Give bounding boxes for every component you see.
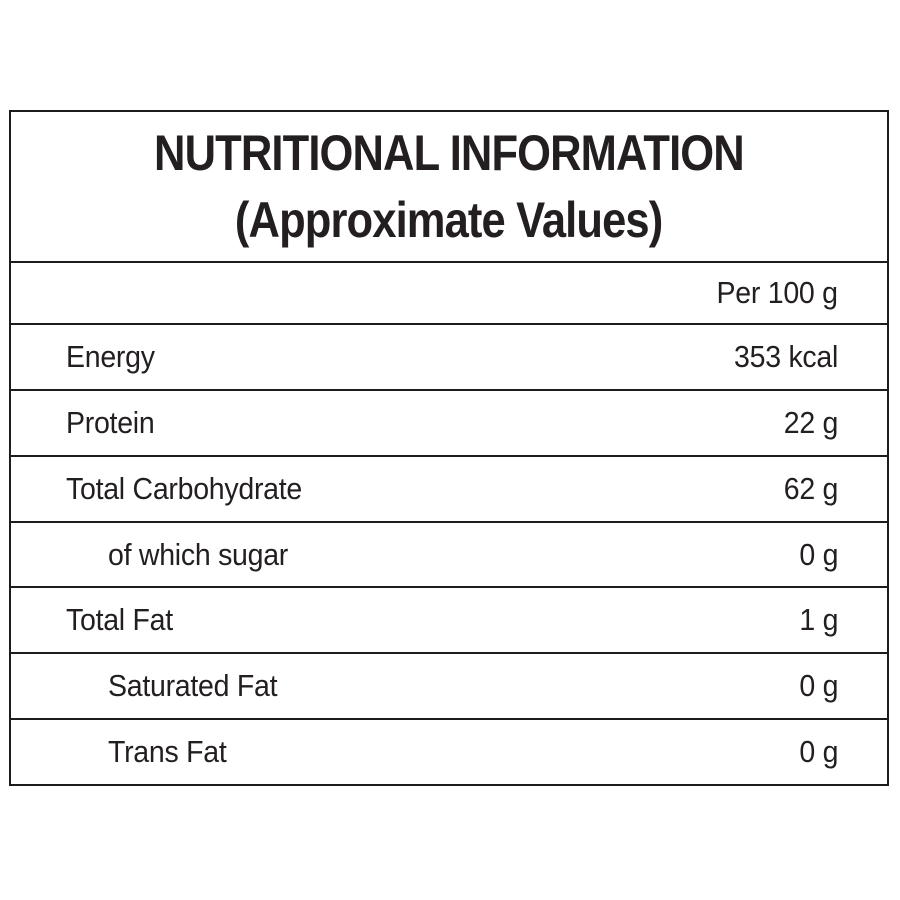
table-row-trans-fat: Trans Fat 0 g <box>11 720 887 784</box>
table-row-saturated-fat: Saturated Fat 0 g <box>11 654 887 721</box>
table-row-total-fat: Total Fat 1 g <box>11 588 887 655</box>
row-label: Total Fat <box>66 602 173 638</box>
row-value: 62 g <box>783 470 839 506</box>
table-title-line2: (Approximate Values) <box>235 191 663 248</box>
row-label: Saturated Fat <box>108 668 278 704</box>
table-title-block: NUTRITIONAL INFORMATION (Approximate Val… <box>11 112 887 263</box>
row-value: 22 g <box>783 404 839 440</box>
table-row-of-which-sugar: of which sugar 0 g <box>11 523 887 589</box>
row-label: Trans Fat <box>108 734 227 770</box>
row-value: 1 g <box>799 602 838 638</box>
nutrition-facts-table: NUTRITIONAL INFORMATION (Approximate Val… <box>9 110 889 786</box>
row-value: 0 g <box>799 536 838 572</box>
table-title-line1: NUTRITIONAL INFORMATION <box>154 124 745 181</box>
table-row-energy: Energy 353 kcal <box>11 325 887 391</box>
table-row-protein: Protein 22 g <box>11 391 887 457</box>
row-value: 0 g <box>799 668 838 704</box>
row-label: Total Carbohydrate <box>66 470 303 506</box>
row-label: Protein <box>66 404 155 440</box>
column-header-row: Per 100 g <box>11 263 887 325</box>
table-row-total-carbohydrate: Total Carbohydrate 62 g <box>11 457 887 523</box>
row-label: Energy <box>66 338 155 374</box>
row-label: of which sugar <box>108 536 289 572</box>
column-header-per-100g: Per 100 g <box>716 275 838 310</box>
row-value: 353 kcal <box>733 338 838 374</box>
row-value: 0 g <box>799 734 838 770</box>
